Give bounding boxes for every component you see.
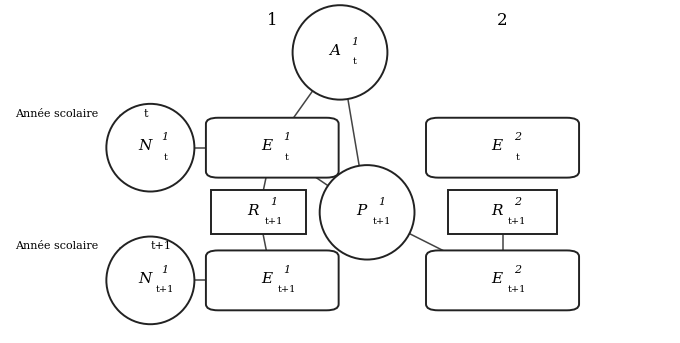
FancyBboxPatch shape [206,118,339,178]
Ellipse shape [320,165,415,260]
Text: t: t [515,153,520,162]
Text: 1: 1 [379,197,386,207]
Text: t+1: t+1 [508,285,526,294]
Text: t+1: t+1 [278,285,296,294]
FancyBboxPatch shape [426,118,579,178]
Text: t+1: t+1 [373,217,391,226]
Ellipse shape [292,5,388,99]
Text: t+1: t+1 [508,217,526,226]
Text: t: t [163,153,167,162]
Text: Année scolaire: Année scolaire [15,109,98,119]
Text: 1: 1 [352,37,358,47]
Text: R: R [248,204,259,217]
Text: R: R [492,204,503,217]
Text: t+1: t+1 [265,217,283,226]
FancyBboxPatch shape [206,250,339,310]
Text: N: N [138,139,152,153]
Text: t: t [285,153,289,162]
Text: E: E [492,272,503,286]
Text: P: P [356,204,367,217]
Text: 1: 1 [162,265,169,275]
Text: Année scolaire: Année scolaire [15,241,98,251]
Text: 1: 1 [267,12,277,28]
Text: 2: 2 [497,12,508,28]
Text: 2: 2 [514,132,521,142]
Text: E: E [261,139,273,153]
Text: 2: 2 [514,265,521,275]
Text: t: t [143,109,148,119]
Text: E: E [261,272,273,286]
Text: N: N [138,272,152,286]
Text: 1: 1 [284,132,291,142]
Text: t+1: t+1 [150,241,171,251]
Text: 1: 1 [162,132,169,142]
FancyBboxPatch shape [448,190,557,235]
Ellipse shape [106,104,194,191]
Text: 2: 2 [514,197,521,207]
FancyBboxPatch shape [211,190,306,235]
Text: 1: 1 [284,265,291,275]
Text: t: t [353,57,357,67]
Text: t+1: t+1 [156,285,175,294]
Text: A: A [329,44,340,58]
FancyBboxPatch shape [426,250,579,310]
Text: E: E [492,139,503,153]
Ellipse shape [106,237,194,324]
Text: 1: 1 [270,197,277,207]
